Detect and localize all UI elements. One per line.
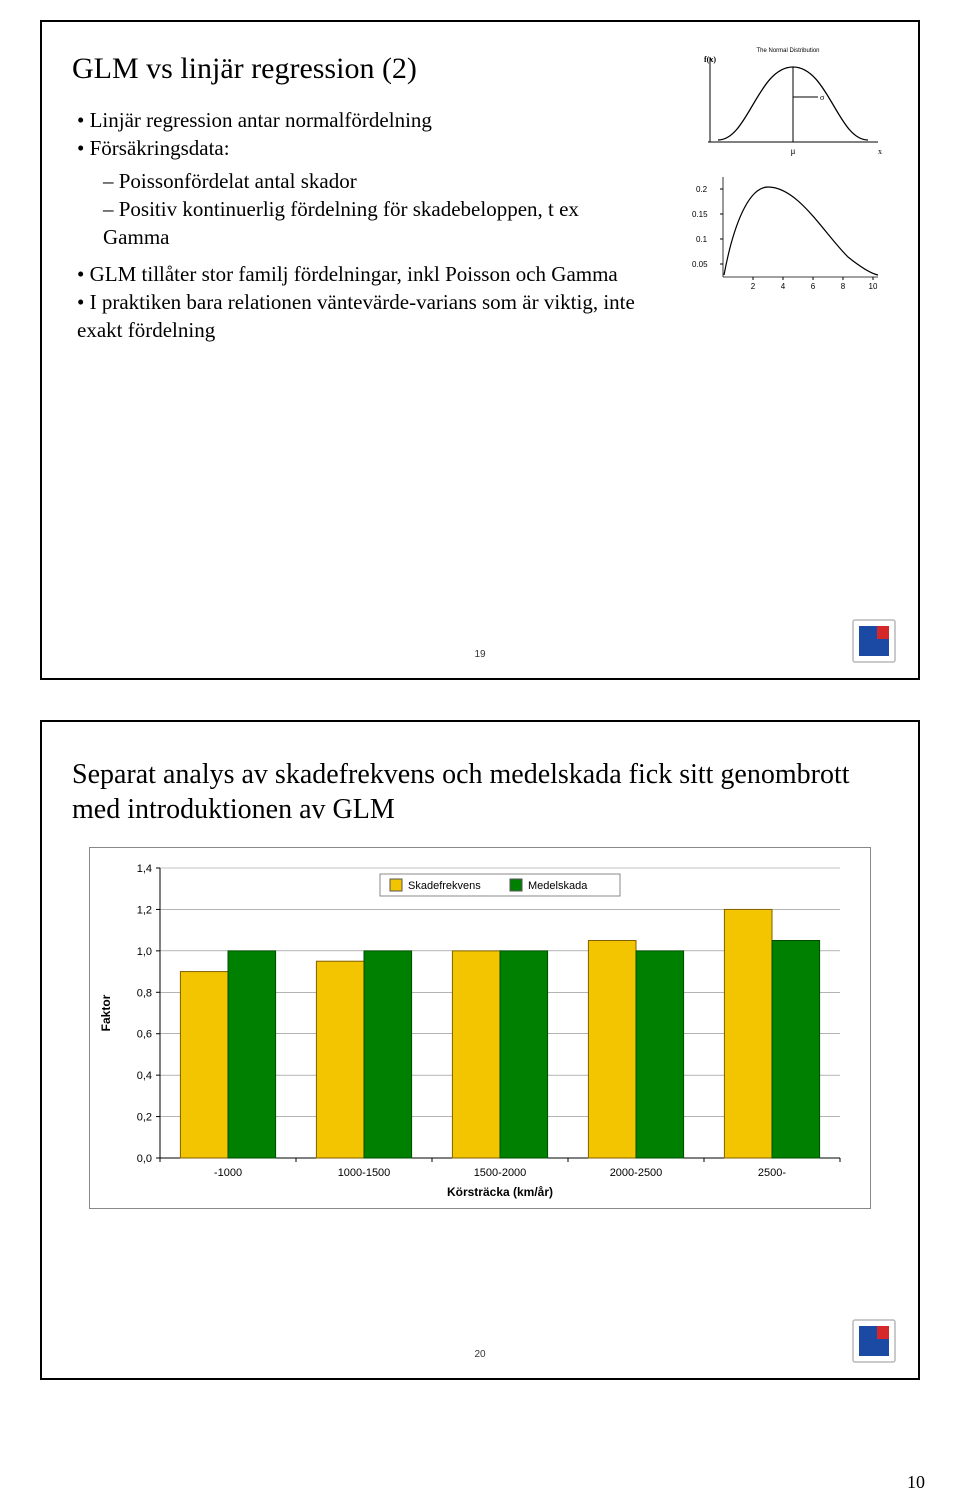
bar bbox=[316, 961, 364, 1158]
bar-chart: 0,0 0,2 0,4 0,6 0,8 1,0 1,2 1,4 -1000 1000-1500 15… bbox=[89, 847, 871, 1209]
bullet: Linjär regression antar normalfördelning bbox=[77, 106, 637, 134]
bar bbox=[636, 951, 684, 1158]
bar bbox=[364, 951, 412, 1158]
svg-text:μ: μ bbox=[791, 146, 796, 156]
gamma-ytick: 0.2 bbox=[696, 185, 708, 194]
y-tick-label: 1,4 bbox=[137, 863, 152, 875]
gamma-xtick: 6 bbox=[811, 282, 816, 291]
y-tick-label: 1,0 bbox=[137, 946, 152, 958]
x-tick-label: 2500- bbox=[758, 1167, 786, 1179]
sub-bullet: Poissonfördelat antal skador bbox=[103, 167, 637, 195]
x-tick-label: -1000 bbox=[214, 1167, 242, 1179]
legend-label: Skadefrekvens bbox=[408, 880, 481, 892]
gamma-xtick: 10 bbox=[869, 282, 878, 291]
bullet: GLM tillåter stor familj fördelningar, i… bbox=[77, 260, 637, 288]
page-root: GLM vs linjär regression (2) Linjär regr… bbox=[0, 0, 960, 1501]
page-number: 10 bbox=[907, 1472, 925, 1493]
gamma-ytick: 0.05 bbox=[692, 260, 708, 269]
gamma-ytick: 0.1 bbox=[696, 235, 708, 244]
sub-bullet: Positiv kontinuerlig fördelning för skad… bbox=[103, 195, 637, 252]
bullet: I praktiken bara relationen väntevärde-v… bbox=[77, 288, 637, 345]
x-axis-label: Körsträcka (km/år) bbox=[447, 1185, 553, 1199]
gamma-ytick: 0.15 bbox=[692, 210, 708, 219]
sub-bullets: Poissonfördelat antal skador Positiv kon… bbox=[77, 167, 637, 252]
x-tick-label: 2000-2500 bbox=[610, 1167, 663, 1179]
normal-title: The Normal Distribution bbox=[756, 48, 819, 54]
slide-2-title: Separat analys av skadefrekvens och mede… bbox=[72, 757, 888, 827]
logo-icon bbox=[852, 1319, 896, 1363]
bar bbox=[724, 909, 772, 1158]
y-tick-label: 1,2 bbox=[137, 904, 152, 916]
logo-icon bbox=[852, 619, 896, 663]
svg-text:f(x): f(x) bbox=[704, 55, 716, 64]
slide-1-number: 19 bbox=[474, 649, 485, 660]
gamma-xtick: 2 bbox=[751, 282, 756, 291]
bullet: Försäkringsdata: Poissonfördelat antal s… bbox=[77, 134, 637, 251]
legend-label: Medelskada bbox=[528, 880, 588, 892]
bar bbox=[500, 951, 548, 1158]
slide-2: Separat analys av skadefrekvens och mede… bbox=[40, 720, 920, 1380]
y-axis-label: Faktor bbox=[99, 994, 113, 1031]
bar bbox=[588, 941, 636, 1159]
gamma-xtick: 8 bbox=[841, 282, 846, 291]
slide-2-number: 20 bbox=[474, 1349, 485, 1360]
bar bbox=[772, 941, 820, 1159]
slide-1-bullets: Linjär regression antar normalfördelning… bbox=[77, 106, 637, 345]
svg-text:σ: σ bbox=[820, 93, 825, 102]
y-tick-label: 0,4 bbox=[137, 1070, 152, 1082]
bar bbox=[452, 951, 500, 1158]
gamma-xtick: 4 bbox=[781, 282, 786, 291]
bullet-text: Försäkringsdata: bbox=[90, 136, 230, 160]
gamma-distribution-image: 0.2 0.15 0.1 0.05 2 4 6 8 10 bbox=[688, 167, 888, 297]
y-tick-label: 0,2 bbox=[137, 1112, 152, 1124]
bar bbox=[228, 951, 276, 1158]
bar bbox=[180, 972, 228, 1158]
y-tick-label: 0,0 bbox=[137, 1153, 152, 1165]
x-tick-label: 1500-2000 bbox=[474, 1167, 527, 1179]
normal-distribution-image: The Normal Distribution f(x) μ σ x bbox=[688, 42, 888, 162]
x-tick-label: 1000-1500 bbox=[338, 1167, 391, 1179]
slide-1: GLM vs linjär regression (2) Linjär regr… bbox=[40, 20, 920, 680]
y-tick-label: 0,8 bbox=[137, 987, 152, 999]
svg-text:x: x bbox=[878, 147, 882, 156]
y-tick-label: 0,6 bbox=[137, 1029, 152, 1041]
